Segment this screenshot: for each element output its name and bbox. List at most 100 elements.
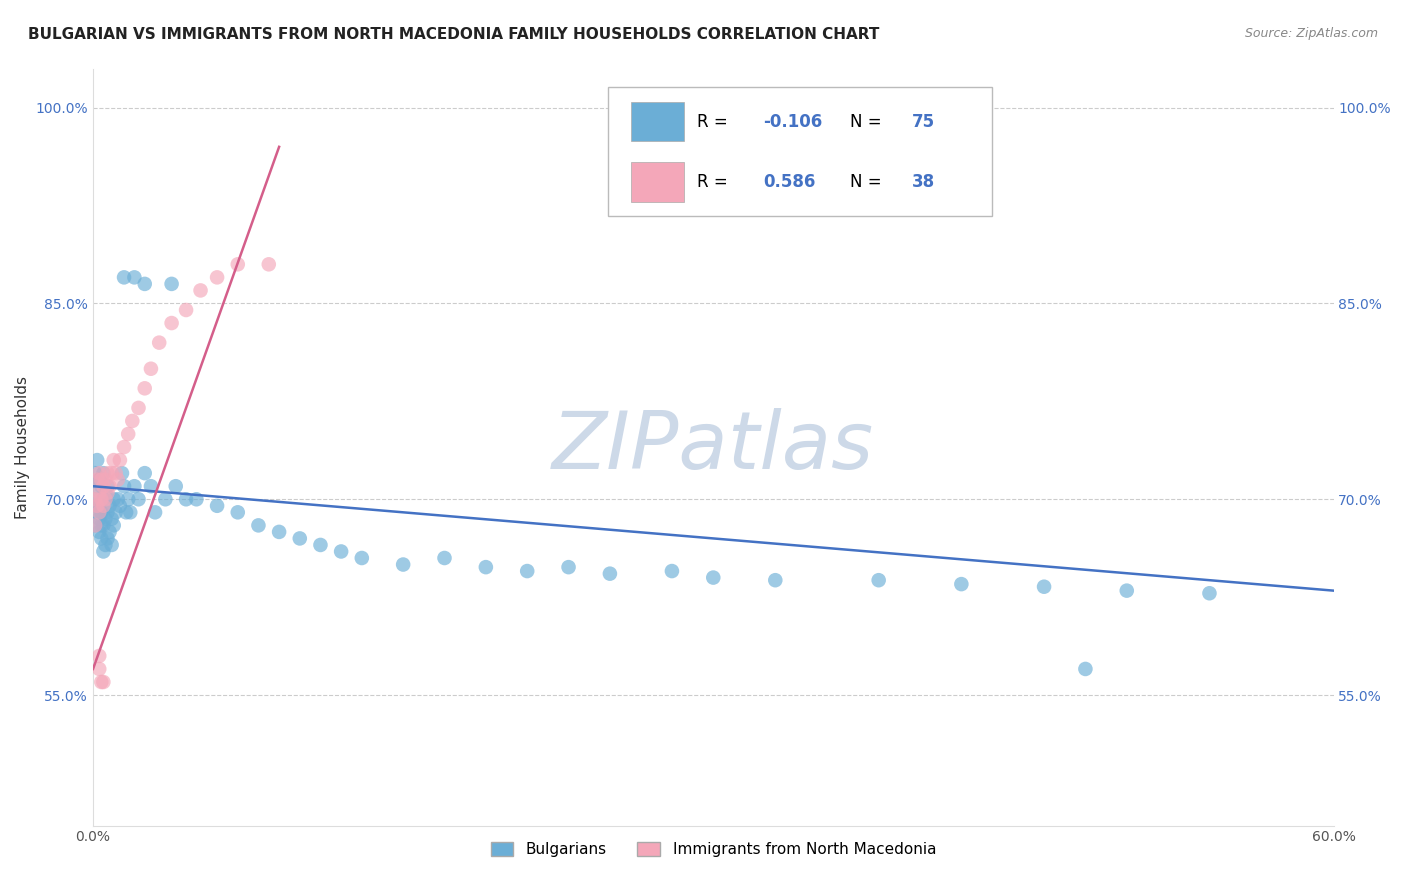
Point (124, 479, 146, 493)
Point (90, 675, 112, 690)
Point (174, 303, 197, 318)
Point (475, 560, 498, 574)
Point (1033, 580, 1056, 594)
Point (112, 270, 135, 285)
Point (557, 560, 579, 574)
Point (86, 453, 108, 467)
Point (269, 524, 291, 539)
Point (226, 505, 249, 519)
Point (107, 492, 129, 507)
Point (599, 566, 621, 581)
Point (516, 564, 538, 578)
Point (134, 381, 156, 395)
Text: 75: 75 (911, 112, 935, 130)
Point (350, 551, 373, 566)
Text: N =: N = (849, 173, 887, 191)
Legend: Bulgarians, Immigrants from North Macedonia: Bulgarians, Immigrants from North Macedo… (485, 836, 942, 863)
Point (90, 473, 112, 487)
Text: BULGARIAN VS IMMIGRANTS FROM NORTH MACEDONIA FAMILY HOUSEHOLDS CORRELATION CHART: BULGARIAN VS IMMIGRANTS FROM NORTH MACED… (28, 27, 880, 42)
Point (93, 466, 115, 480)
Point (309, 538, 332, 552)
Point (86, 479, 108, 493)
Point (84, 518, 107, 533)
Text: -0.106: -0.106 (763, 112, 823, 130)
Point (100, 512, 122, 526)
Text: 38: 38 (911, 173, 935, 191)
Point (143, 505, 166, 519)
Point (186, 492, 208, 507)
Point (90, 532, 112, 546)
Point (205, 270, 228, 285)
Point (124, 270, 146, 285)
Point (93, 492, 115, 507)
Point (86, 499, 108, 513)
Point (93, 544, 115, 558)
Point (98, 499, 121, 513)
Point (89, 524, 111, 539)
Point (288, 532, 311, 546)
Point (86, 505, 108, 519)
FancyBboxPatch shape (631, 102, 683, 141)
Point (868, 573, 890, 587)
Point (93, 479, 115, 493)
FancyBboxPatch shape (607, 87, 993, 216)
Point (96, 485, 118, 500)
Point (763, 573, 786, 587)
Point (93, 518, 115, 533)
Point (128, 492, 150, 507)
Point (94, 512, 117, 526)
Point (90, 492, 112, 507)
Point (392, 558, 415, 572)
Point (165, 479, 187, 493)
Point (1198, 586, 1220, 600)
Point (89, 505, 111, 519)
Point (89, 512, 111, 526)
Point (950, 577, 973, 591)
Point (89, 473, 111, 487)
Point (98, 524, 121, 539)
FancyBboxPatch shape (631, 162, 683, 202)
Point (94, 538, 117, 552)
Point (89, 485, 111, 500)
Point (190, 284, 212, 298)
Text: R =: R = (697, 173, 733, 191)
Point (89, 466, 111, 480)
Text: Source: ZipAtlas.com: Source: ZipAtlas.com (1244, 27, 1378, 40)
Point (661, 564, 683, 578)
Point (84, 492, 107, 507)
Point (174, 492, 197, 507)
Text: ZIPatlas: ZIPatlas (553, 408, 875, 486)
Point (111, 466, 134, 480)
Point (117, 427, 139, 442)
Point (155, 492, 177, 507)
Point (104, 505, 127, 519)
Point (115, 505, 138, 519)
Point (93, 675, 115, 690)
Point (93, 499, 115, 513)
Point (226, 257, 249, 271)
Text: R =: R = (697, 112, 733, 130)
Point (103, 453, 125, 467)
Point (330, 544, 353, 558)
Point (89, 662, 111, 676)
Point (121, 414, 143, 428)
Point (117, 492, 139, 507)
Point (205, 499, 228, 513)
Point (104, 466, 127, 480)
Point (103, 518, 125, 533)
Point (86, 473, 108, 487)
Point (84, 518, 107, 533)
Point (112, 440, 135, 454)
Point (160, 316, 183, 330)
Point (108, 499, 131, 513)
Point (96, 479, 118, 493)
Point (103, 492, 125, 507)
Point (84, 466, 107, 480)
Point (139, 361, 162, 376)
Point (257, 257, 280, 271)
Point (89, 648, 111, 663)
Point (84, 492, 107, 507)
Point (90, 505, 112, 519)
Point (1115, 583, 1137, 598)
Point (702, 571, 724, 585)
